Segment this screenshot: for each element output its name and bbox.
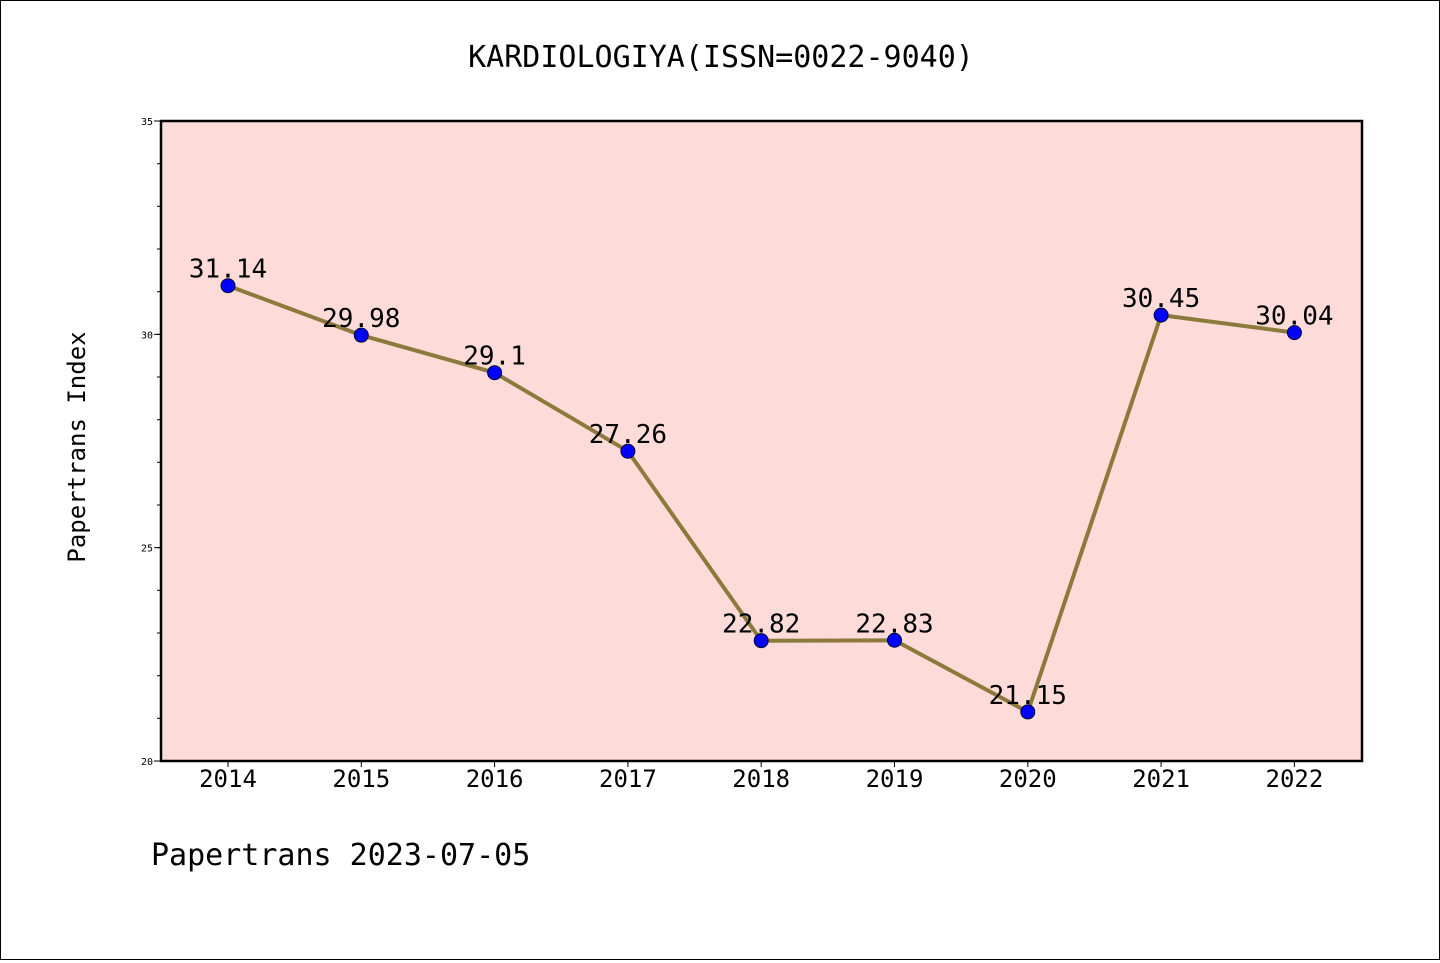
data-point (1020, 704, 1036, 720)
data-point (220, 278, 236, 294)
data-point (753, 633, 769, 649)
x-tick-label: 2021 (1132, 765, 1190, 793)
data-label: 27.26 (589, 420, 667, 450)
data-label: 31.14 (189, 255, 267, 285)
x-tick-label: 2016 (466, 765, 524, 793)
y-tick-label: 35 (141, 117, 153, 128)
x-tick-label: 2019 (866, 765, 924, 793)
y-tick-label: 30 (141, 330, 153, 341)
data-label: 22.82 (722, 610, 800, 640)
footer-text: Papertrans 2023-07-05 (151, 838, 530, 873)
data-point (487, 365, 503, 381)
data-point (620, 443, 636, 459)
x-axis-ticks: 2014 2015 2016 2017 2018 2019 2020 2021 2022 (199, 761, 1323, 793)
data-label: 29.98 (322, 304, 400, 334)
x-tick-label: 2017 (599, 765, 657, 793)
data-point (1153, 307, 1169, 323)
y-axis-ticks: 20 25 30 35 (141, 117, 161, 768)
data-label: 30.04 (1255, 302, 1333, 332)
chart-title: KARDIOLOGIYA(ISSN=0022-9040) (468, 40, 974, 75)
data-label: 29.1 (463, 342, 526, 372)
data-label: 30.45 (1122, 284, 1200, 314)
data-markers (220, 278, 1302, 720)
data-label: 22.83 (855, 609, 933, 639)
data-point (1286, 325, 1302, 341)
data-labels: 31.14 29.98 29.1 27.26 22.82 22.83 21.15 30.45 3… (189, 255, 1334, 711)
plot-area (159, 119, 1364, 763)
data-point (353, 327, 369, 343)
x-tick-label: 2015 (332, 765, 390, 793)
data-point (887, 632, 902, 648)
y-tick-label: 20 (141, 757, 153, 768)
x-tick-label: 2018 (732, 765, 790, 793)
x-tick-label: 2022 (1266, 765, 1324, 793)
y-tick-label: 25 (141, 544, 153, 555)
data-label: 21.15 (989, 681, 1067, 711)
x-tick-label: 2020 (999, 765, 1057, 793)
y-axis-label: Papertrans Index (63, 331, 91, 562)
x-tick-label: 2014 (199, 765, 257, 793)
